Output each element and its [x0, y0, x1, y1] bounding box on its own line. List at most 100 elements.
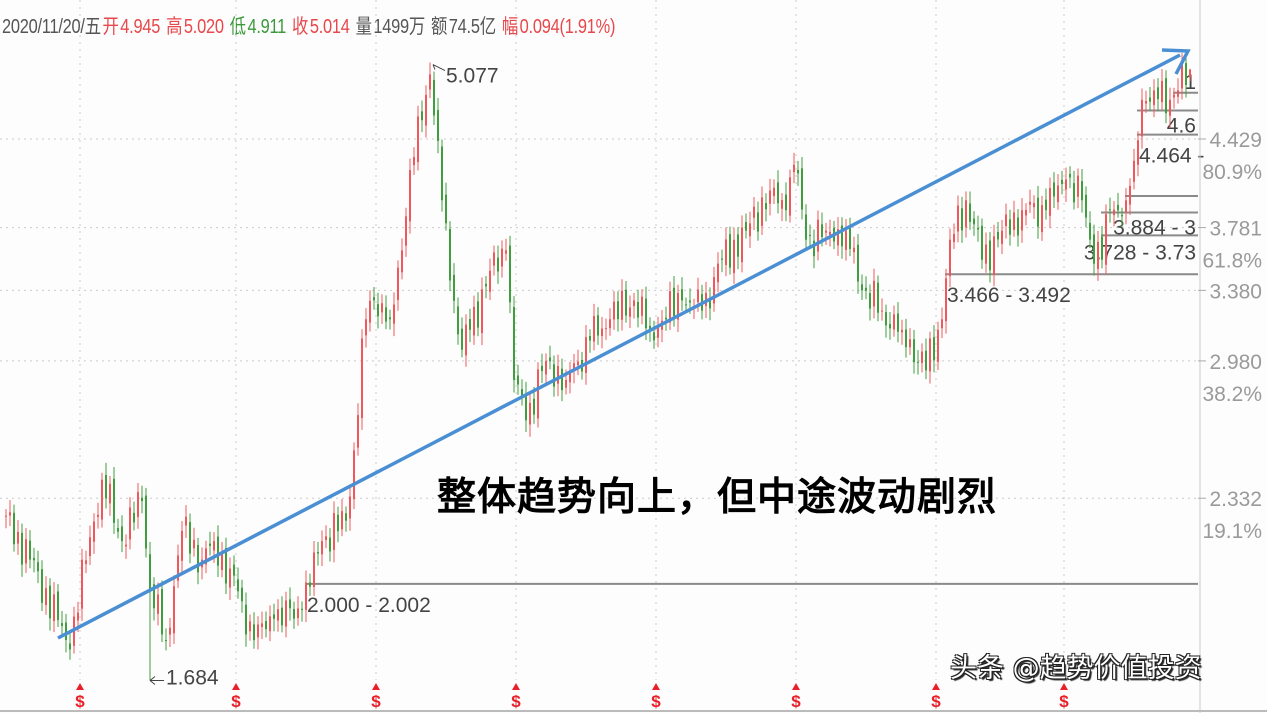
candle-body	[37, 562, 39, 572]
price-axis: 4.429 80.9% 3.781 61.8% 3.380 2.980 38.2% 2.332…	[1198, 0, 1262, 713]
candle-body	[613, 301, 615, 320]
candle-body	[1069, 173, 1071, 178]
candle-body	[993, 236, 995, 275]
candle-body	[885, 312, 887, 326]
candle	[733, 227, 735, 284]
candle	[1053, 172, 1055, 209]
candle-body	[653, 332, 655, 341]
candle-body	[725, 239, 727, 265]
candle-body	[277, 609, 279, 621]
candle	[677, 284, 679, 333]
candle-body	[281, 607, 283, 626]
candle	[577, 349, 579, 376]
candle	[501, 240, 503, 278]
candle-body	[521, 389, 523, 398]
candle	[989, 231, 991, 283]
candle	[585, 324, 587, 385]
candle	[157, 582, 159, 626]
candle-body	[161, 588, 163, 635]
candle	[817, 210, 819, 261]
marker-arrow-icon	[1060, 683, 1068, 690]
candle	[873, 268, 875, 319]
candle-body	[469, 319, 471, 330]
candle-body	[177, 555, 179, 581]
candle-body	[561, 368, 563, 391]
candle	[605, 318, 607, 340]
candle	[1013, 200, 1015, 237]
candle-body	[533, 398, 535, 415]
candle-body	[97, 514, 99, 517]
candle-body	[141, 497, 143, 502]
candle	[757, 201, 759, 241]
candle-body	[637, 301, 639, 318]
candle-body	[309, 582, 311, 587]
fib-percent-label: 19.1%	[1202, 520, 1262, 543]
candle-body	[817, 219, 819, 252]
candle-body	[557, 366, 559, 384]
candle	[361, 329, 363, 430]
candle-body	[729, 234, 731, 268]
candle-body	[589, 335, 591, 341]
candle-body	[1017, 217, 1019, 236]
candle-body	[933, 337, 935, 361]
watermark: 头条 @趋势价值投资	[950, 653, 1202, 684]
gap-level-label: 3.884 - 3	[1113, 217, 1196, 240]
candle-body	[681, 289, 683, 301]
candle	[1169, 87, 1171, 129]
candle-body	[669, 291, 671, 323]
candle	[301, 601, 303, 622]
candle	[337, 506, 339, 543]
marker-arrow-icon	[512, 683, 520, 690]
candle-body	[301, 608, 303, 610]
candle-body	[217, 536, 219, 566]
candle-body	[641, 296, 643, 316]
candle-body	[1117, 204, 1119, 211]
candle-body	[229, 568, 231, 588]
candle-body	[341, 511, 343, 530]
candle	[857, 234, 859, 294]
candle-body	[101, 479, 103, 520]
candle	[545, 353, 547, 387]
candle-body	[293, 609, 295, 619]
candle	[597, 307, 599, 345]
candle-body	[969, 203, 971, 222]
candle	[385, 295, 387, 330]
candles	[5, 51, 1191, 681]
candle	[257, 616, 259, 650]
candle-body	[777, 182, 779, 204]
candle-body	[1129, 185, 1131, 205]
candle-body	[89, 537, 91, 557]
candle-body	[1081, 181, 1083, 201]
candle	[1005, 203, 1007, 239]
candle	[49, 578, 51, 631]
candle-body	[413, 157, 415, 166]
candle	[197, 537, 199, 585]
candle-body	[549, 357, 551, 362]
candle-body	[913, 339, 915, 363]
candle	[521, 379, 523, 406]
candle-body	[45, 588, 47, 605]
candle-body	[373, 297, 375, 301]
candle-body	[41, 569, 43, 603]
candle	[953, 223, 955, 250]
candle-body	[677, 293, 679, 320]
candle	[789, 169, 791, 223]
candle-body	[485, 283, 487, 287]
candle-body	[1009, 219, 1011, 235]
candle	[369, 290, 371, 332]
candle-body	[1105, 214, 1107, 265]
candle	[1017, 209, 1019, 247]
candle-body	[685, 304, 687, 306]
candle-body	[1001, 230, 1003, 244]
candle	[965, 191, 967, 238]
max-arrow-icon	[432, 64, 446, 71]
marker-arrow-icon	[372, 683, 380, 690]
candle-body	[385, 307, 387, 322]
candle	[829, 219, 831, 247]
candle	[473, 295, 475, 345]
candle-body	[1145, 100, 1147, 104]
candle	[1173, 87, 1175, 109]
candle-body	[1057, 185, 1059, 203]
candle	[785, 182, 787, 222]
